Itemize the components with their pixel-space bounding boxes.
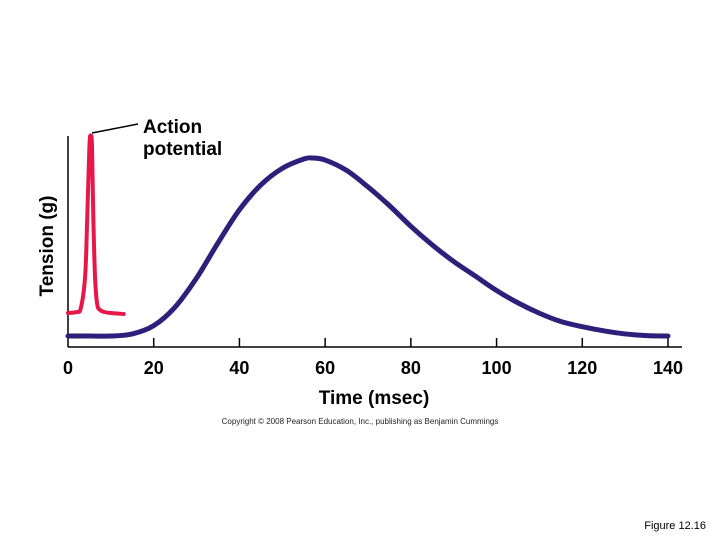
series-action-potential-line [66,133,126,316]
annotation-leader-line [91,123,139,134]
x-tick-label: 0 [63,358,73,378]
annotation-label-line2: potential [143,139,222,160]
series-twitch-tension-line [65,155,671,339]
x-tick-label: 40 [229,358,249,378]
x-axis-title: Time (msec) [319,388,430,409]
x-tick-label: 140 [653,358,683,378]
x-tick-label: 80 [401,358,421,378]
series-group [65,133,671,339]
annotation-label-line1: Action [143,117,202,138]
copyright-notice: Copyright © 2008 Pearson Education, Inc.… [222,417,499,426]
x-ticks: 0 20 40 60 80 100 120 140 [63,338,683,378]
x-tick-label: 100 [482,358,512,378]
axes [67,136,682,348]
figure-caption: Figure 12.16 [644,520,706,532]
x-tick-label: 20 [144,358,164,378]
y-axis-title: Tension (g) [37,196,58,297]
x-tick-label: 120 [567,358,597,378]
x-tick-label: 60 [315,358,335,378]
